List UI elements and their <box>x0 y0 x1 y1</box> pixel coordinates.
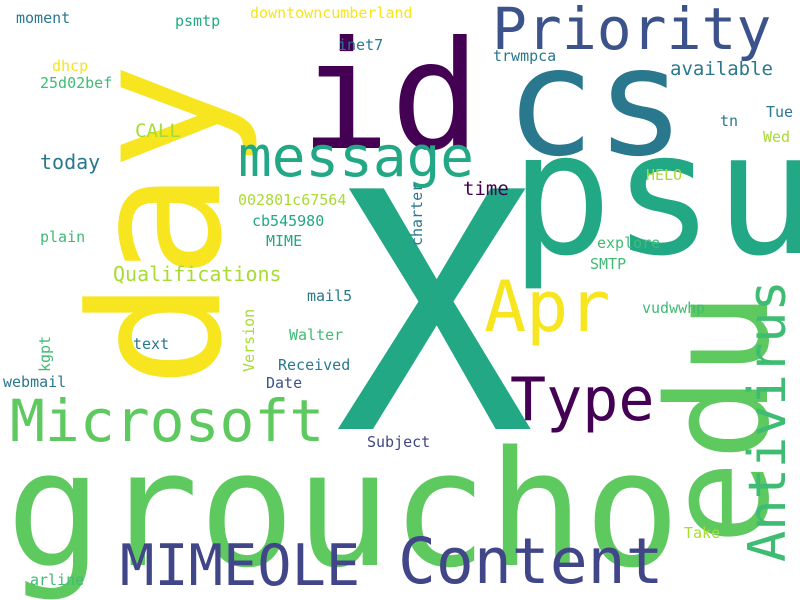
word-content: Content <box>398 525 664 598</box>
word-date: Date <box>266 374 303 392</box>
word-moment: moment <box>16 9 71 27</box>
word-vudwwhp: vudwwhp <box>642 299 706 317</box>
word-cs: cs <box>505 16 686 190</box>
word-type: Type <box>510 365 655 435</box>
word-tn: tn <box>720 112 739 130</box>
word-message: message <box>238 125 475 190</box>
word-helo: HELO <box>646 166 683 184</box>
word-available: available <box>670 58 773 80</box>
word-dhcp: dhcp <box>52 57 89 75</box>
word-time: time <box>463 178 509 200</box>
word-charter: charter <box>408 182 426 246</box>
word-wed: Wed <box>763 128 791 146</box>
word-tue: Tue <box>766 103 794 121</box>
word-mimeole: MIMEOLE <box>120 533 361 599</box>
word-microsoft: Microsoft <box>10 387 325 455</box>
word-cb545980: cb545980 <box>252 212 325 230</box>
word-trwmpca: trwmpca <box>493 47 557 65</box>
word-groucho: groucho <box>6 416 681 600</box>
word-qualifications: Qualifications <box>113 262 282 286</box>
word-priority: Priority <box>492 0 772 63</box>
word-webmail: webmail <box>3 373 67 391</box>
word-x: X <box>335 123 534 507</box>
word-inet7: inet7 <box>338 36 384 54</box>
word-received: Received <box>278 356 351 374</box>
word-psu: psu <box>510 96 800 294</box>
word-version: Version <box>240 308 258 372</box>
word-mime: MIME <box>266 232 303 250</box>
word-today: today <box>40 150 101 174</box>
word-mail5: mail5 <box>307 287 353 305</box>
word-25d02bef: 25d02bef <box>40 74 113 92</box>
word-call: CALL <box>135 120 181 142</box>
word-explore: explore <box>597 234 661 252</box>
word-antivirus: Antivirus <box>738 280 798 562</box>
word-text: text <box>133 335 170 353</box>
word-arline: arline <box>30 571 85 589</box>
word-smtp: SMTP <box>590 255 627 273</box>
word-plain: plain <box>40 228 86 246</box>
word-002801c67564: 002801c67564 <box>238 191 347 209</box>
word-id: id <box>300 10 481 184</box>
word-kgpt: kgpt <box>36 335 54 372</box>
word-take: Take <box>684 524 721 542</box>
word-subject: Subject <box>367 433 431 451</box>
word-walter: Walter <box>289 326 344 344</box>
word-psmtp: psmtp <box>175 12 221 30</box>
word-downtowncumberland: downtowncumberland <box>250 4 413 22</box>
word-apr: Apr <box>484 266 611 348</box>
